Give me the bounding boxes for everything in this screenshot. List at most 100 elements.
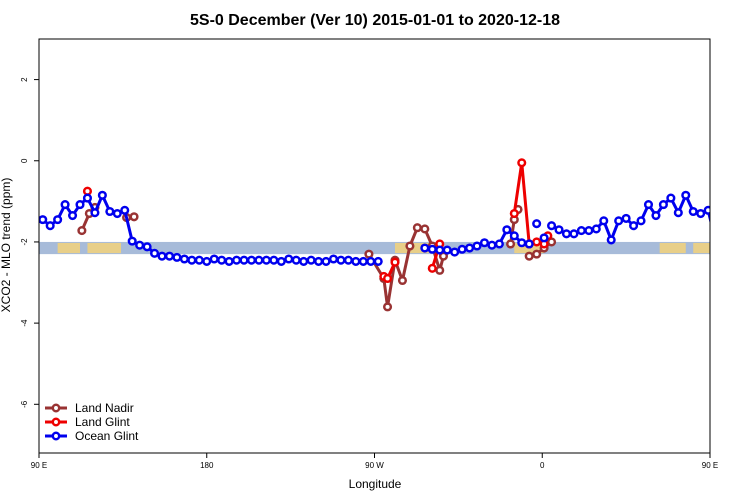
data-point-ocean-glint [539, 233, 549, 243]
data-point-land-nadir [438, 251, 449, 261]
data-point-ocean-glint [291, 255, 301, 265]
data-point-ocean-glint [735, 250, 742, 257]
data-point-land-nadir [397, 275, 408, 286]
data-point-land-nadir [364, 249, 374, 259]
data-point-ocean-glint [135, 240, 145, 250]
y-axis: 2 0 -2 -4 -6 [20, 77, 39, 408]
x-axis-label: Longitude [349, 477, 402, 491]
data-point-ocean-glint [239, 255, 249, 265]
data-point-ocean-glint [82, 193, 93, 203]
series-line-land-glint [512, 161, 550, 246]
data-point-land-glint [382, 273, 393, 284]
data-point-ocean-glint [712, 238, 719, 245]
x-tick-label: 90 E [31, 461, 47, 470]
data-point-ocean-glint [479, 238, 490, 248]
data-point-land-nadir [405, 241, 415, 251]
data-point-ocean-glint [606, 235, 616, 245]
data-point-land-glint [509, 208, 519, 219]
y-tick-label: 0 [20, 158, 29, 163]
data-point-ocean-glint [194, 255, 204, 265]
data-point-ocean-glint [224, 256, 234, 266]
chart-title: 5S-0 December (Ver 10) 2015-01-01 to 202… [190, 12, 560, 29]
data-point-ocean-glint [591, 224, 601, 234]
data-point-ocean-glint [435, 245, 445, 255]
data-point-ocean-glint [651, 211, 661, 221]
data-point-ocean-glint [142, 242, 152, 252]
data-point-ocean-glint [373, 256, 383, 266]
band-land-patch [87, 242, 122, 254]
data-point-land-nadir [382, 302, 393, 312]
data-point-ocean-glint [465, 243, 475, 253]
data-point-ocean-glint [569, 229, 579, 239]
data-point-ocean-glint [727, 244, 734, 251]
data-point-ocean-glint [254, 255, 264, 265]
data-point-ocean-glint [217, 255, 227, 265]
data-point-ocean-glint [343, 255, 353, 265]
data-point-ocean-glint [232, 255, 242, 265]
band-land-patch [659, 242, 686, 254]
data-point-ocean-glint [696, 208, 706, 219]
legend-label-land-nadir: Land Nadir [75, 401, 134, 415]
data-point-ocean-glint [509, 231, 519, 241]
data-point-ocean-glint [53, 215, 63, 225]
data-point-ocean-glint [561, 229, 572, 239]
data-point-ocean-glint [172, 252, 182, 262]
data-point-land-nadir [547, 237, 557, 247]
data-point-ocean-glint [314, 256, 324, 266]
legend: Land Nadir Land Glint Ocean Glint [45, 401, 139, 443]
data-point-ocean-glint [120, 205, 130, 215]
y-tick-label: -2 [20, 238, 29, 246]
data-point-land-glint [390, 257, 400, 267]
data-point-ocean-glint [328, 254, 339, 264]
data-point-ocean-glint [599, 216, 609, 226]
data-point-ocean-glint [427, 244, 437, 254]
data-point-ocean-glint [75, 200, 85, 210]
data-point-ocean-glint [420, 243, 430, 253]
data-point-ocean-glint [60, 200, 70, 210]
data-point-ocean-glint [105, 206, 115, 217]
data-point-ocean-glint [39, 215, 48, 225]
data-point-land-nadir [435, 265, 445, 275]
data-point-ocean-glint [517, 238, 527, 248]
data-point-ocean-glint [276, 256, 286, 266]
data-point-ocean-glint [127, 236, 137, 246]
x-axis: 90 E 180 90 W 0 90 E [31, 453, 718, 470]
data-point-ocean-glint [366, 256, 376, 266]
data-point-ocean-glint [246, 255, 257, 265]
data-point-ocean-glint [494, 239, 504, 249]
legend-label-land-glint: Land Glint [75, 415, 130, 429]
legend-marker-land-nadir [51, 403, 61, 413]
legend-item-land-nadir: Land Nadir [45, 401, 134, 415]
data-point-ocean-glint [358, 256, 368, 266]
data-point-ocean-glint [658, 200, 668, 210]
data-point-ocean-glint [643, 200, 654, 210]
x-tick-label: 0 [540, 461, 545, 470]
series-ocean-glint [39, 190, 742, 266]
series-land-nadir [77, 202, 557, 312]
data-point-land-nadir [129, 212, 139, 222]
data-point-ocean-glint [150, 248, 160, 258]
data-point-ocean-glint [673, 208, 683, 218]
y-tick-label: -4 [20, 319, 29, 327]
data-point-ocean-glint [681, 190, 691, 200]
data-point-ocean-glint [284, 254, 294, 264]
data-point-land-glint [82, 186, 93, 196]
data-point-ocean-glint [306, 255, 316, 265]
data-point-ocean-glint [112, 208, 122, 219]
data-point-land-nadir [77, 226, 87, 236]
data-point-ocean-glint [157, 251, 167, 261]
x-tick-label: 90 W [365, 461, 384, 470]
data-point-ocean-glint [502, 225, 512, 235]
data-point-ocean-glint [351, 256, 361, 266]
data-point-ocean-glint [666, 193, 676, 203]
y-axis-label: XCO2 - MLO trend (ppm) [0, 178, 13, 313]
plot-frame [38, 38, 711, 454]
data-point-land-glint [427, 263, 437, 273]
legend-marker-land-glint [51, 417, 61, 427]
band-land-patch [732, 243, 750, 253]
data-point-ocean-glint [457, 244, 467, 254]
data-point-ocean-glint [68, 211, 78, 221]
series-layer [39, 158, 742, 312]
data-point-ocean-glint [487, 240, 497, 250]
data-point-ocean-glint [45, 221, 55, 231]
